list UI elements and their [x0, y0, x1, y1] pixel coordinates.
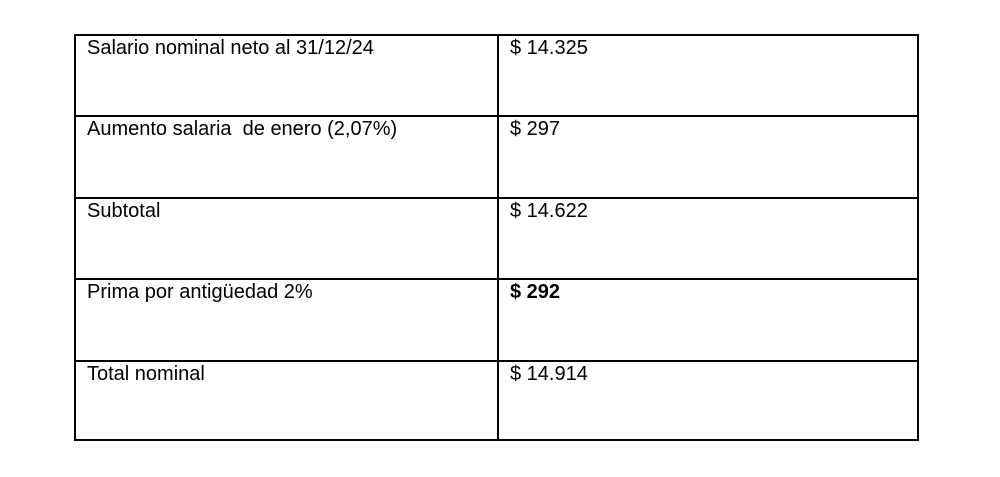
- row-value: $ 14.622: [497, 197, 919, 280]
- row-label: Salario nominal neto al 31/12/24: [74, 34, 499, 117]
- row-value: $ 292: [497, 278, 919, 362]
- table-row: Total nominal $ 14.914: [74, 360, 919, 441]
- table-row: Prima por antigüedad 2% $ 292: [74, 278, 919, 362]
- row-value: $ 14.914: [497, 360, 919, 441]
- row-label: Aumento salaria de enero (2,07%): [74, 115, 499, 199]
- table-row: Aumento salaria de enero (2,07%) $ 297: [74, 115, 919, 199]
- salary-table: Salario nominal neto al 31/12/24 $ 14.32…: [74, 34, 919, 441]
- row-value: $ 14.325: [497, 34, 919, 117]
- table-row: Salario nominal neto al 31/12/24 $ 14.32…: [74, 34, 919, 117]
- table-row: Subtotal $ 14.622: [74, 197, 919, 280]
- row-label: Total nominal: [74, 360, 499, 441]
- row-label: Subtotal: [74, 197, 499, 280]
- row-label: Prima por antigüedad 2%: [74, 278, 499, 362]
- row-value: $ 297: [497, 115, 919, 199]
